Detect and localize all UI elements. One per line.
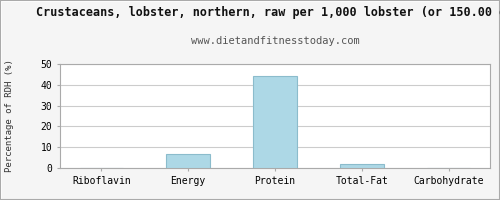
Bar bbox=[340, 164, 384, 168]
Text: www.dietandfitnesstoday.com: www.dietandfitnesstoday.com bbox=[190, 36, 360, 46]
Bar bbox=[254, 76, 296, 168]
Text: Crustaceans, lobster, northern, raw per 1,000 lobster (or 150.00 g): Crustaceans, lobster, northern, raw per … bbox=[36, 6, 500, 19]
Text: Percentage of RDH (%): Percentage of RDH (%) bbox=[6, 60, 15, 172]
Bar bbox=[166, 154, 210, 168]
